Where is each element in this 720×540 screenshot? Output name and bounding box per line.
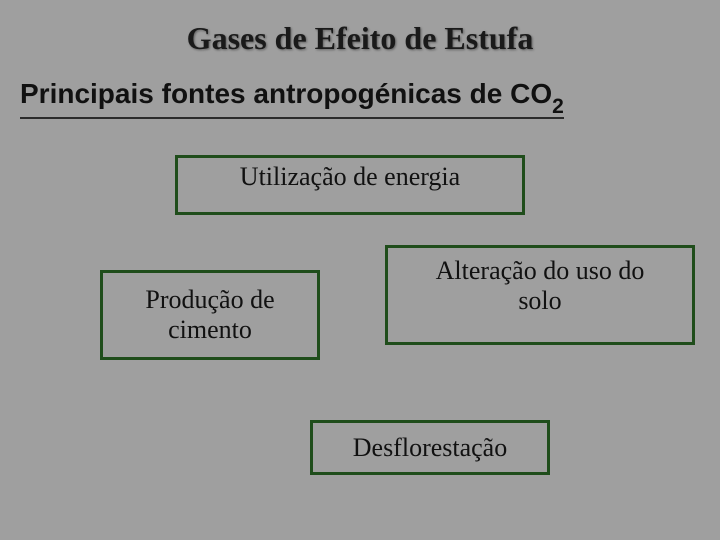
slide-title: Gases de Efeito de Estufa xyxy=(0,20,720,57)
slide-subtitle: Principais fontes antropogénicas de CO2 xyxy=(20,78,564,119)
box-energia: Utilização de energia xyxy=(175,155,525,215)
subtitle-text: Principais fontes antropogénicas de CO xyxy=(20,78,552,109)
box-desflor: Desflorestação xyxy=(310,420,550,475)
box-cimento: Produção de cimento xyxy=(100,270,320,360)
box-solo: Alteração do uso do solo xyxy=(385,245,695,345)
subtitle-subscript: 2 xyxy=(552,95,564,118)
slide: Gases de Efeito de Estufa Principais fon… xyxy=(0,0,720,540)
